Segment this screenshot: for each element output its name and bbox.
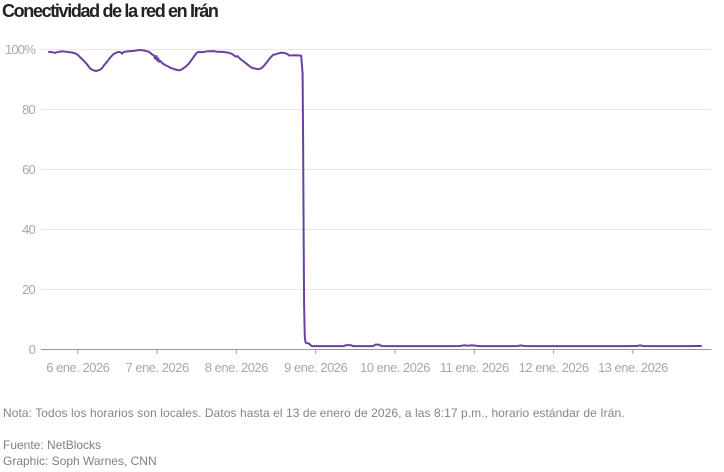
svg-text:80: 80 — [22, 102, 35, 117]
svg-text:60: 60 — [22, 162, 35, 177]
svg-text:40: 40 — [22, 222, 35, 237]
svg-text:20: 20 — [22, 282, 35, 297]
svg-text:7 ene. 2026: 7 ene. 2026 — [126, 360, 189, 375]
svg-text:6 ene. 2026: 6 ene. 2026 — [46, 360, 109, 375]
svg-text:11 ene. 2026: 11 ene. 2026 — [440, 360, 509, 375]
svg-text:13 ene. 2026: 13 ene. 2026 — [598, 360, 668, 375]
svg-text:10 ene. 2026: 10 ene. 2026 — [360, 360, 430, 375]
svg-text:100%: 100% — [5, 42, 36, 57]
svg-text:8 ene. 2026: 8 ene. 2026 — [205, 360, 268, 375]
svg-text:9 ene. 2026: 9 ene. 2026 — [284, 360, 347, 375]
svg-text:12 ene. 2026: 12 ene. 2026 — [519, 360, 589, 375]
svg-text:0: 0 — [29, 342, 36, 357]
